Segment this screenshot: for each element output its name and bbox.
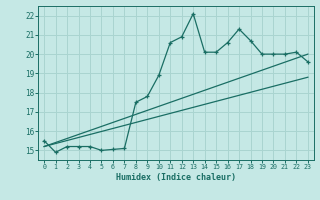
X-axis label: Humidex (Indice chaleur): Humidex (Indice chaleur) xyxy=(116,173,236,182)
